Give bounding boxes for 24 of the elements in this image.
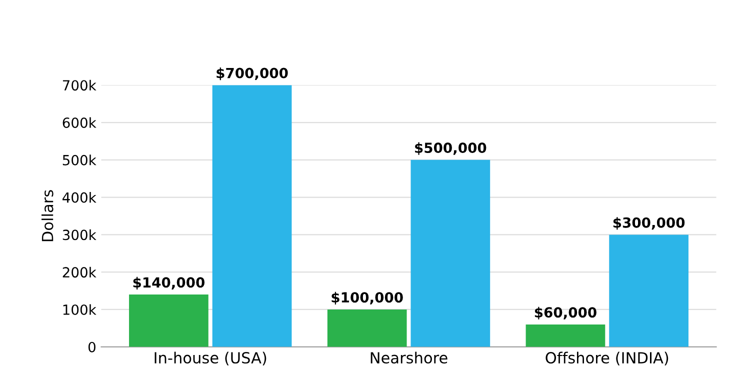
data-label: $100,000 xyxy=(332,292,403,304)
bar xyxy=(327,309,407,347)
y-tick-label: 600k xyxy=(62,117,96,128)
x-tick-label: Offshore (INDIA) xyxy=(546,352,668,366)
x-tick-label: Nearshore xyxy=(370,352,448,364)
data-label: $140,000 xyxy=(133,276,204,290)
y-tick-label: 700k xyxy=(62,80,96,91)
data-label: $300,000 xyxy=(613,217,685,230)
bar xyxy=(410,160,490,347)
data-label: $60,000 xyxy=(534,306,596,320)
y-tick-label: 0 xyxy=(88,342,96,352)
bar xyxy=(129,294,208,347)
y-tick-label: 500k xyxy=(62,154,96,166)
bar xyxy=(526,324,606,347)
data-label: $700,000 xyxy=(216,68,288,80)
bar xyxy=(609,234,688,347)
x-tick-label: In-house (USA) xyxy=(154,352,266,366)
y-tick-label: 400k xyxy=(62,192,96,203)
y-axis-title: Dollars xyxy=(41,190,54,242)
data-label: $500,000 xyxy=(415,142,486,155)
bar xyxy=(212,85,292,347)
y-tick-label: 200k xyxy=(62,266,96,278)
y-tick-label: 100k xyxy=(63,304,96,315)
y-tick-label: 300k xyxy=(62,229,96,240)
